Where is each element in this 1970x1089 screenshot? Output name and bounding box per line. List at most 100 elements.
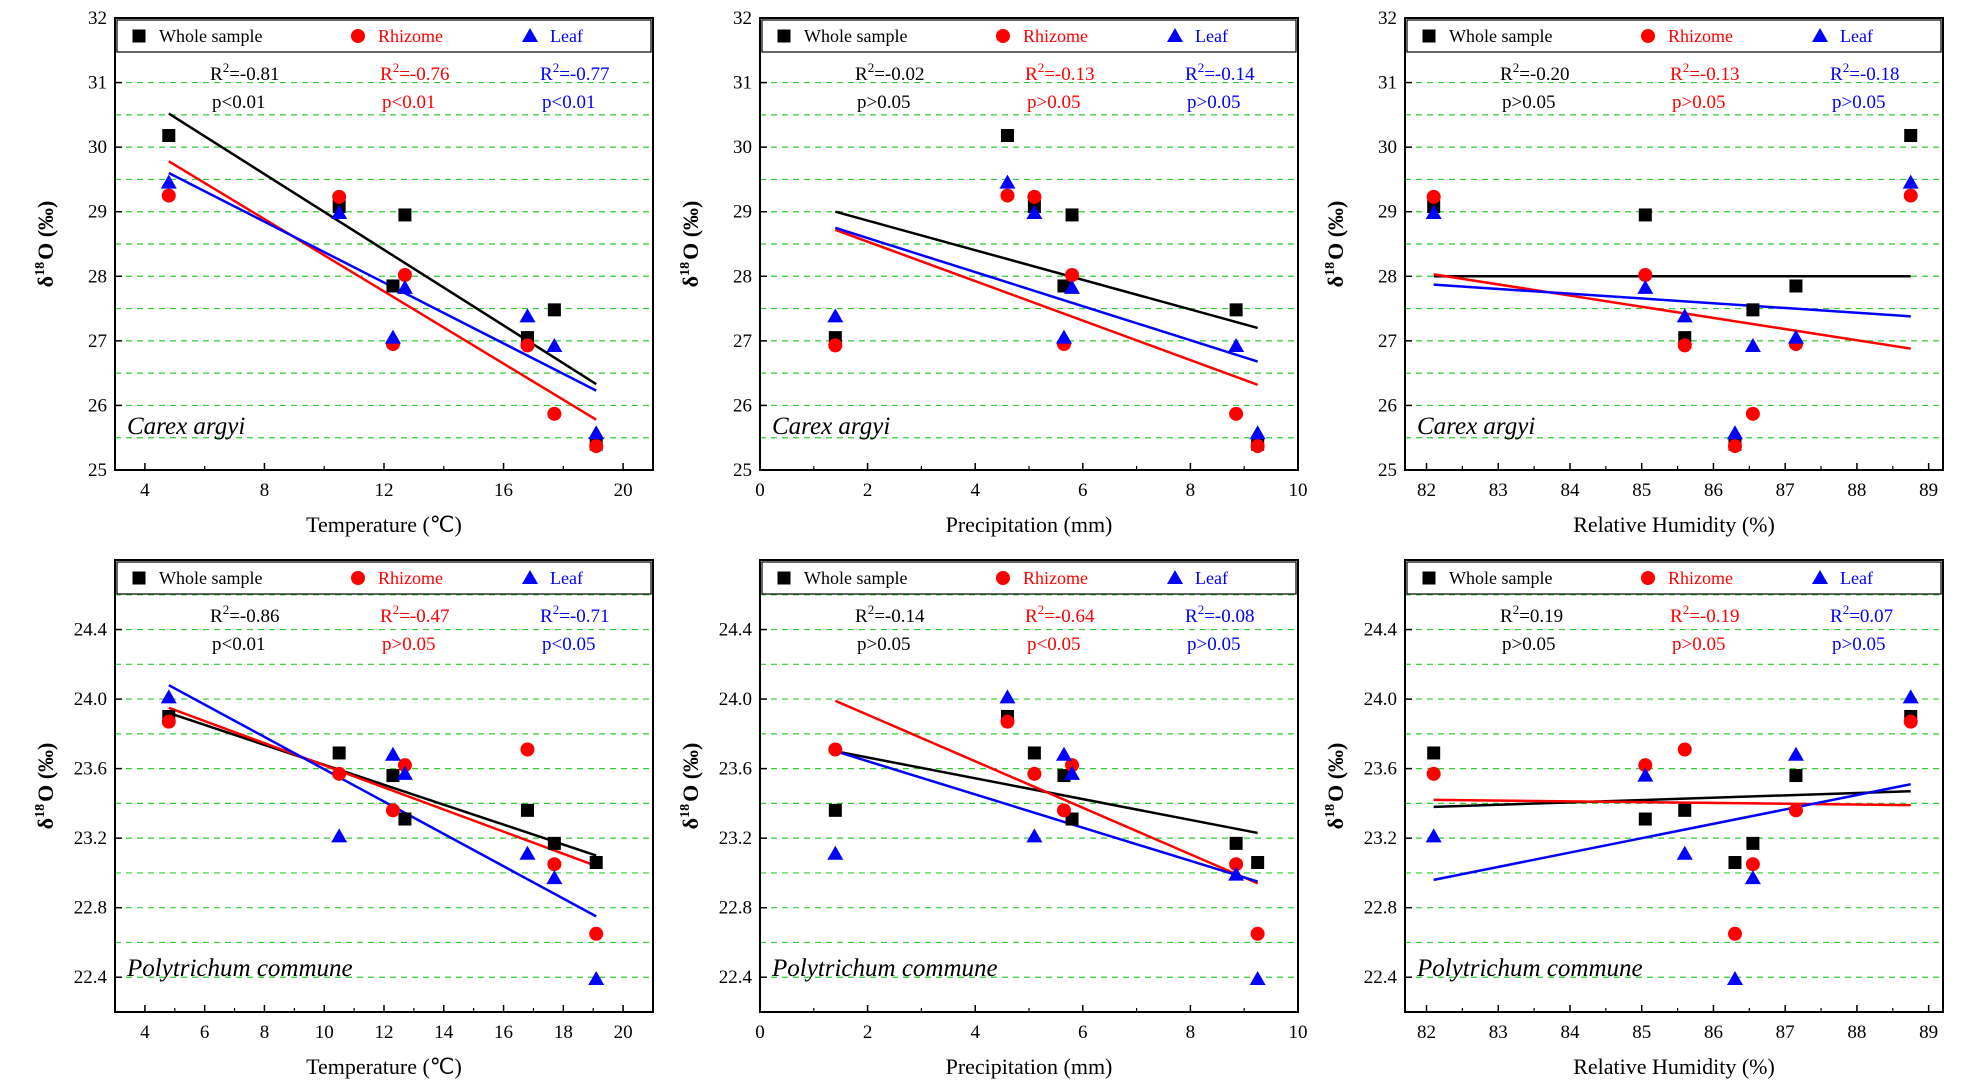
species-label: Polytrichum commune [1416,955,1643,982]
x-tick-label: 18 [554,1022,573,1043]
stat-r2-leaf: R2=0.07 [1830,602,1893,627]
legend-label-rhizome: Rhizome [1668,568,1733,588]
series-rhizome [1426,188,1918,454]
x-tick-label: 85 [1632,480,1651,501]
data-point-whole [547,303,561,317]
data-point-leaf [1026,205,1043,220]
data-point-whole [1789,769,1803,783]
stat-r2-prefix: R [1025,64,1038,85]
stat-r2-value: =-0.13 [1044,64,1094,85]
stat-r2-sup: 2 [223,602,230,617]
y-tick-label: 29 [1378,202,1397,223]
y-tick-label: 25 [733,460,752,481]
stat-r2-sup: 2 [393,60,400,75]
panel-1-2: 82 83 84 85 86 87 88 89 22.4 22.8 23.2 23.6 24.0 24.4… [1323,559,1944,1079]
data-point-leaf [546,338,563,353]
legend-marker-whole [1422,29,1436,43]
stat-r2-value: =0.19 [1519,606,1563,627]
y-tick-label: 24.4 [74,620,108,641]
data-point-whole [520,803,534,817]
data-point-leaf [519,308,536,323]
y-tick-label: 23.6 [74,759,107,780]
data-point-leaf [1726,970,1743,985]
data-point-rhizome [520,338,535,353]
x-tick-label: 16 [494,1022,513,1043]
fit-line-leaf [1433,283,1911,318]
x-axis-title: Relative Humidity (%) [1573,512,1775,537]
y-tick-label: 30 [88,137,107,158]
data-point-whole [1678,803,1692,817]
data-point-rhizome [520,742,535,757]
stat-r2-sup: 2 [868,602,875,617]
x-tick-label: 20 [614,1022,633,1043]
stat-r2-sup: 2 [1843,60,1850,75]
stat-r2-rhizome: R2=-0.13 [1025,60,1094,85]
stat-r2-sup: 2 [1683,60,1690,75]
stat-r2-value: =-0.86 [229,606,279,627]
stat-r2-value: =-0.20 [1519,64,1569,85]
y-tick-label: 29 [88,202,107,223]
data-point-leaf [396,279,413,294]
y-tick-label: 26 [733,395,752,416]
data-point-leaf [1228,338,1245,353]
y-tick-label: 29 [733,202,752,223]
legend-box [761,561,1297,595]
legend-label-whole: Whole sample [1449,568,1552,588]
panel-1-1: 0 2 4 6 8 10 22.4 22.8 23.2 23.6 24.0 24.4 δ18 O (‰) P… [678,559,1308,1079]
species-label: Carex argyi [772,413,890,440]
y-tick-label: 31 [733,73,752,94]
y-axis-title: δ18 O (‰) [1323,743,1348,830]
data-point-rhizome [1000,188,1015,203]
data-point-leaf [160,689,177,704]
stat-p-whole: p>0.05 [857,92,910,113]
stat-p-leaf: p<0.01 [542,92,595,113]
y-tick-label: 32 [733,8,752,29]
legend-marker-whole [777,571,791,585]
data-point-rhizome [385,803,400,818]
data-point-leaf [331,828,348,843]
fit-line-rhizome [1433,273,1911,350]
fit-line-whole [834,210,1258,330]
legend-marker-rhizome [351,29,365,43]
y-axis-title-delta: δ [33,818,58,829]
data-point-leaf [546,870,563,885]
y-axis-title-sup: 18 [33,262,48,276]
x-tick-label: 6 [1078,1022,1088,1043]
x-axis-title: Relative Humidity (%) [1573,1054,1775,1079]
fit-line-rhizome [168,706,597,868]
legend-label-whole: Whole sample [804,568,907,588]
fit-line-leaf [834,750,1259,883]
legend-label-leaf: Leaf [1840,26,1873,46]
x-tick-label: 6 [200,1022,210,1043]
data-point-whole [386,769,400,783]
stat-r2-leaf: R2=-0.71 [540,602,609,627]
data-point-leaf [1726,425,1743,440]
data-point-leaf [1637,767,1654,782]
stat-r2-value: =-0.47 [399,606,449,627]
y-tick-label: 23.2 [719,828,752,849]
y-axis-title-delta: δ [1323,276,1348,287]
y-tick-label: 27 [733,331,752,352]
legend-box [761,19,1297,53]
legend-marker-leaf [1167,570,1183,584]
data-point-rhizome [1056,803,1071,818]
data-point-whole [332,746,346,760]
x-tick-label: 20 [614,480,633,501]
y-tick-label: 31 [88,73,107,94]
legend-label-rhizome: Rhizome [378,568,443,588]
data-point-leaf [519,845,536,860]
data-point-rhizome [1426,189,1441,204]
y-tick-label: 23.6 [1364,759,1397,780]
legend-label-whole: Whole sample [804,26,907,46]
data-point-leaf [1787,746,1804,761]
data-point-whole [1065,208,1079,222]
stat-r2-leaf: R2=-0.08 [1185,602,1254,627]
stat-p-whole: p>0.05 [857,634,910,655]
data-point-leaf [1902,689,1919,704]
data-point-rhizome [828,338,843,353]
stat-p-leaf: p<0.05 [542,634,595,655]
data-point-rhizome [1745,406,1760,421]
data-point-leaf [1425,205,1442,220]
stat-p-whole: p>0.05 [1502,634,1555,655]
